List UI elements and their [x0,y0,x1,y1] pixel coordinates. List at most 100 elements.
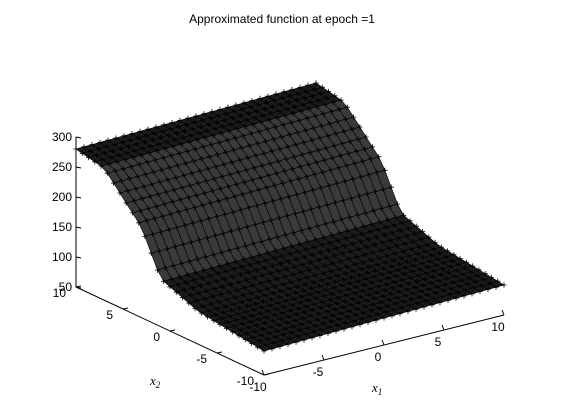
data-point [429,302,435,308]
data-point [309,252,315,258]
data-point [350,268,356,274]
data-point [268,324,274,330]
data-point [149,181,155,187]
data-point [298,269,304,275]
data-point [338,216,345,223]
data-point [136,161,142,167]
data-point [150,231,156,237]
data-point [170,143,176,149]
data-point [411,263,417,269]
data-point [224,196,230,202]
data-point [271,340,277,346]
data-point [138,152,144,158]
data-point [311,125,317,131]
data-point [257,252,263,258]
data-point [317,91,324,97]
data-point [189,170,195,176]
data-point [297,164,303,170]
data-point [302,309,308,315]
data-point [378,205,385,212]
data-point [314,317,320,323]
data-point [437,300,443,306]
data-point [285,292,291,298]
data-point [446,270,452,276]
data-point [204,235,210,241]
data-point [347,248,354,254]
data-point [214,213,220,220]
data-point [227,281,234,287]
data-point [135,173,141,180]
data-point [229,115,236,121]
data-point [445,248,451,254]
x2-tick-label: 5 [106,308,113,322]
data-point [226,247,233,253]
x2-tick-label: -10 [237,374,255,388]
data-point [231,108,237,115]
data-point [334,273,340,279]
data-point [406,281,412,287]
data-point [259,304,265,311]
data-point [455,289,461,295]
data-point [254,322,260,328]
data-point [442,282,448,288]
data-point [224,137,230,143]
data-point [357,124,363,130]
data-point [327,240,333,246]
data-point [125,143,132,150]
data-point [175,162,181,169]
data-point [259,273,266,279]
data-point [342,298,348,304]
data-point [203,288,210,294]
z-tick-mark [75,226,82,229]
data-point [178,260,185,267]
data-point [143,133,149,139]
data-point [165,132,172,139]
data-point [255,316,261,323]
data-point [281,304,287,310]
data-point [428,280,434,286]
data-point [141,183,147,189]
data-point [181,172,187,178]
data-point [172,137,178,143]
data-point [358,294,364,300]
data-point [239,321,245,327]
data-point [244,117,250,123]
data-point [176,150,182,156]
data-point [375,311,381,317]
data-point [440,288,447,294]
data-point [332,306,338,312]
data-point [410,238,416,245]
data-point [230,301,236,307]
data-point [281,168,287,174]
data-point [361,282,367,288]
data-point [329,232,335,238]
data-point [279,253,285,259]
data-point [460,271,466,277]
data-point [254,202,260,209]
data-point [249,313,255,319]
data-point [226,128,232,134]
data-point [81,144,87,150]
data-point [210,293,216,299]
data-point [139,196,145,202]
data-point [372,295,378,301]
data-point [355,278,361,284]
data-point [111,141,117,148]
data-point [273,247,279,254]
data-point [375,283,381,290]
data-point [194,298,200,304]
data-point [106,161,112,167]
data-point [162,145,168,152]
data-point [298,321,304,327]
data-point [233,102,239,108]
data-point [213,164,219,170]
data-point [285,258,291,264]
data-point [167,284,173,290]
data-point [169,276,175,282]
data-point [272,124,278,130]
data-point [341,326,347,332]
data-point [248,340,255,346]
data-point [315,257,322,263]
data-point [268,217,274,223]
data-point [274,234,281,240]
